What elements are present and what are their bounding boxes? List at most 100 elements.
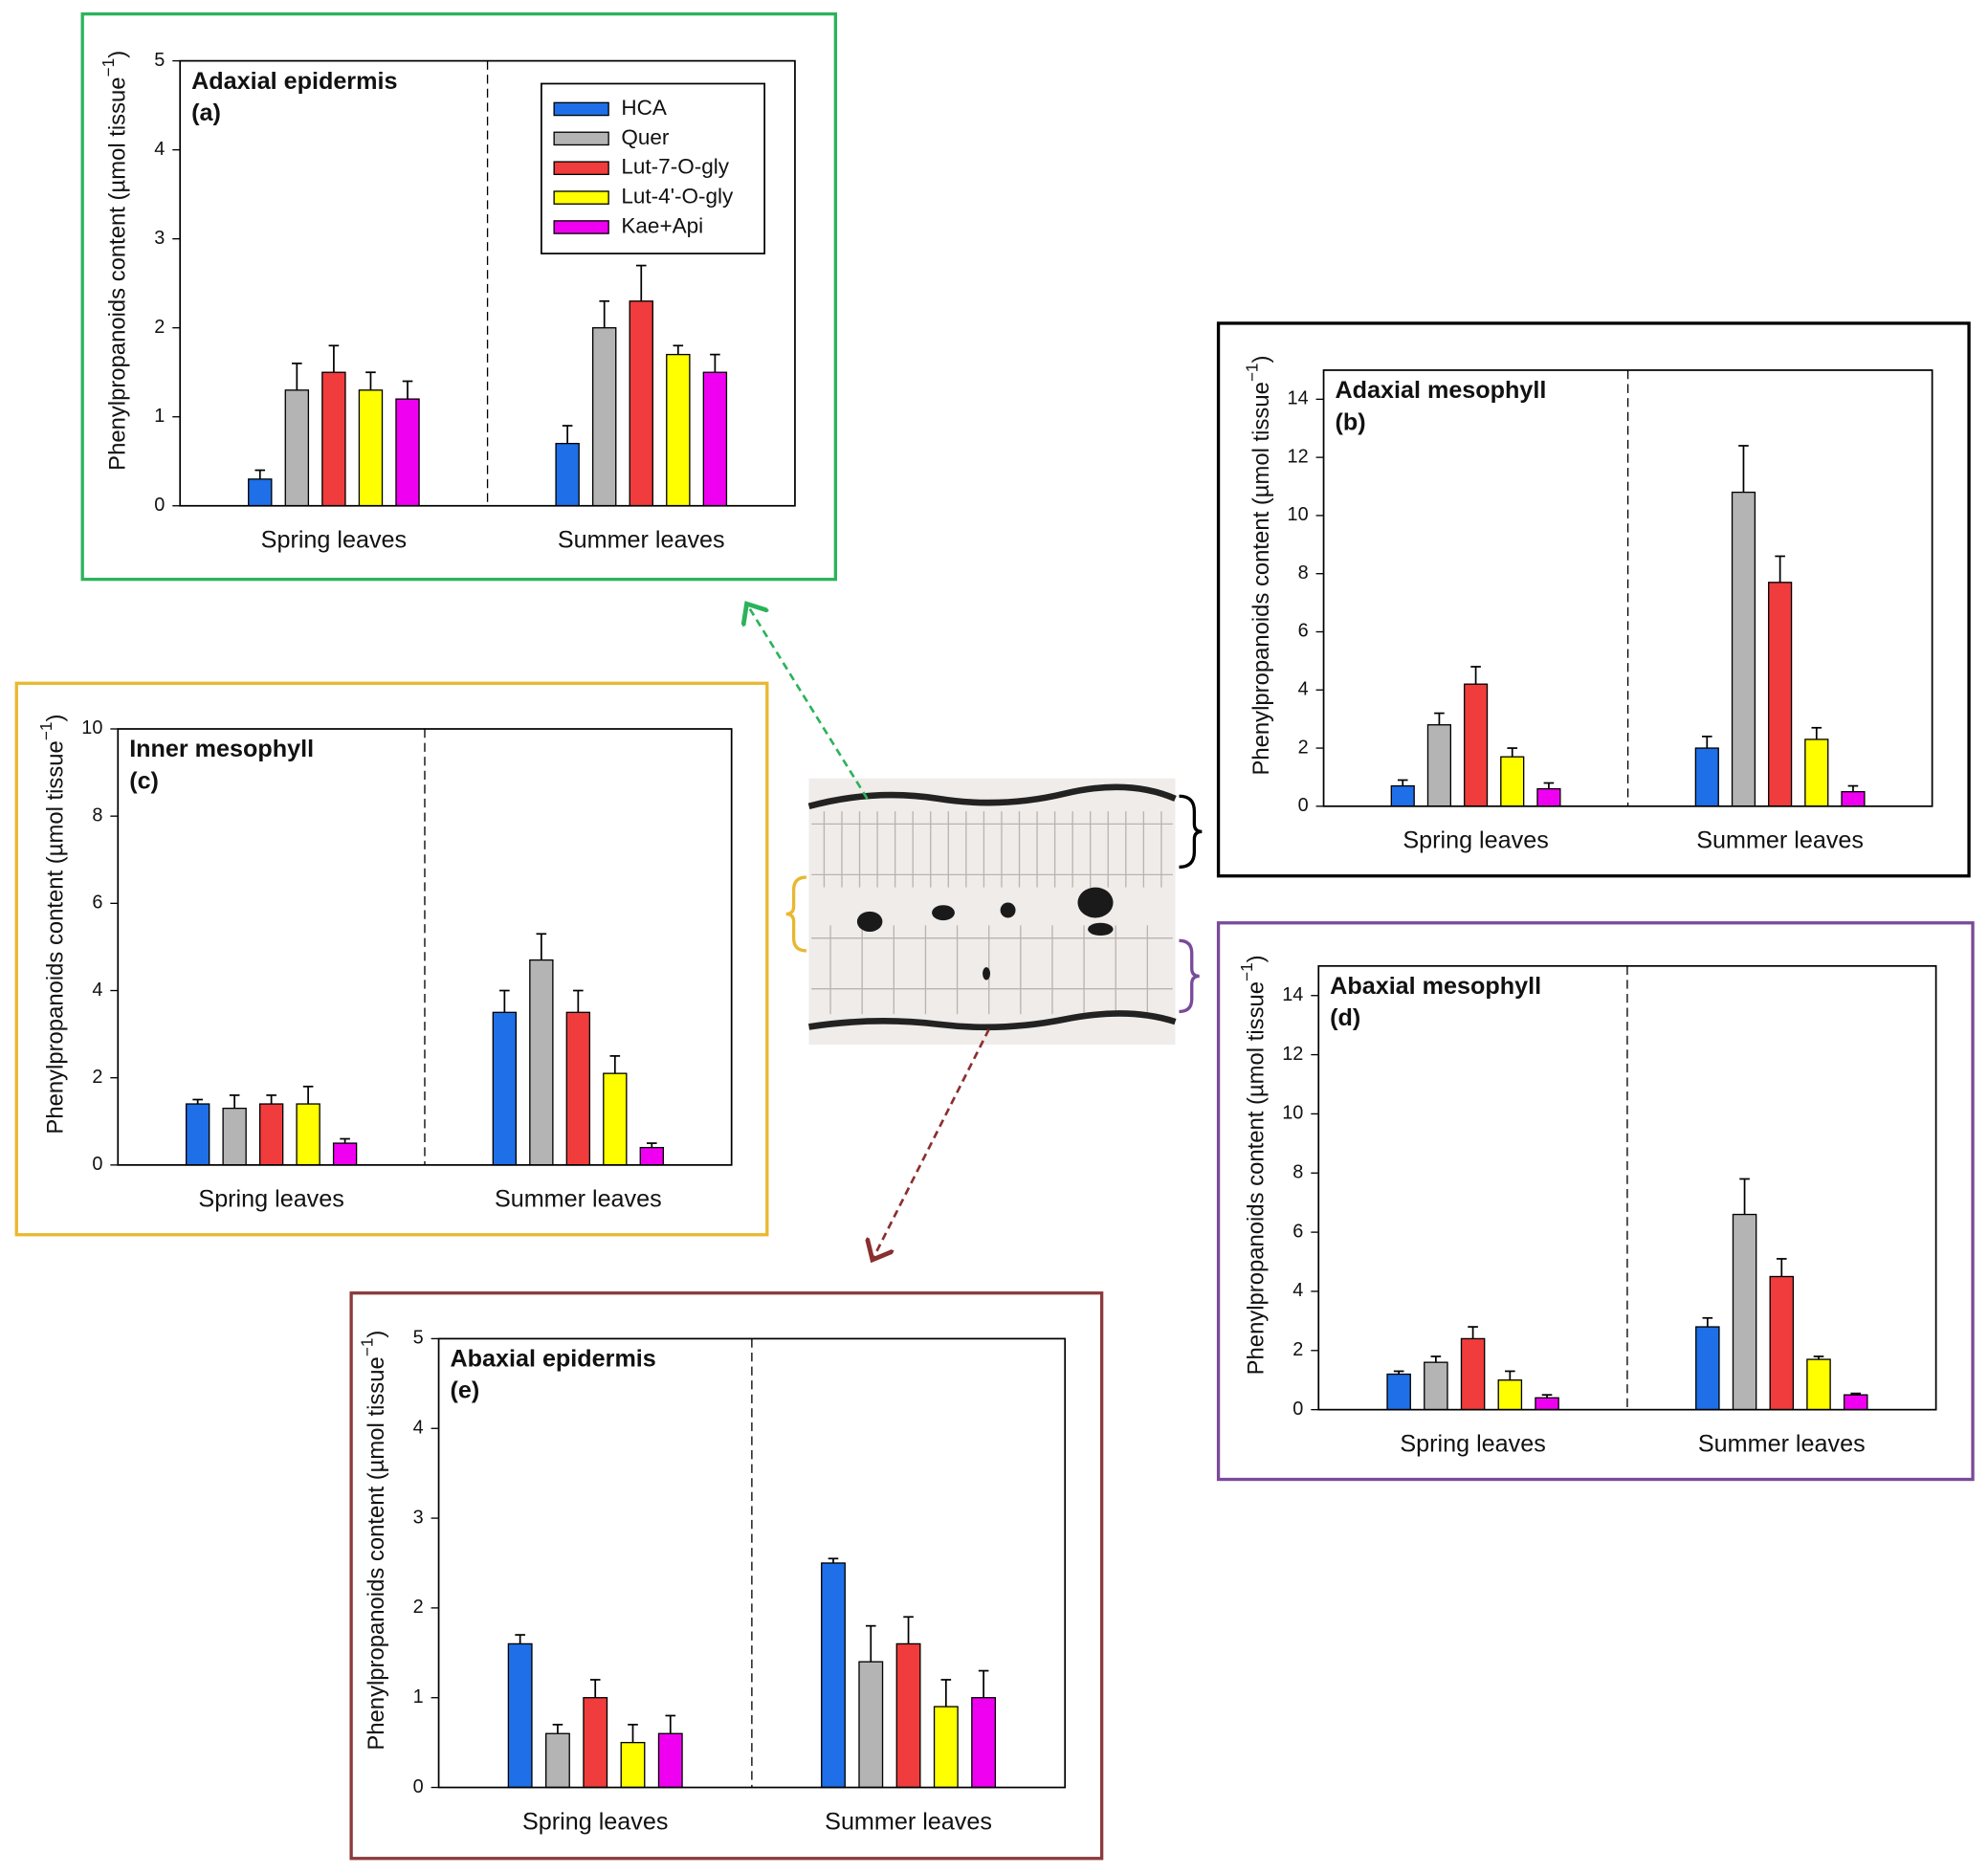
chart-panel: 0 1 2 3 4 5 Spring leaves Summer leaves Abaxial …	[349, 1291, 1104, 1861]
bar	[1535, 1397, 1559, 1411]
panel-border	[80, 11, 838, 582]
y-tick-label: 10	[81, 717, 102, 738]
bar	[620, 1741, 646, 1789]
bar	[284, 389, 310, 507]
panel-label: (b)	[1335, 408, 1365, 435]
y-axis-label-text: Phenylpropanoids content (µmol tissue	[43, 740, 69, 1134]
bar	[395, 398, 420, 507]
bar	[222, 1107, 247, 1166]
y-axis-label: Phenylpropanoids content (µmol tissue−1)	[357, 1331, 389, 1751]
legend-label: Lut-7-O-gly	[621, 155, 729, 179]
y-tick-label: 0	[154, 495, 165, 516]
y-axis-label-sup: −1	[357, 1338, 376, 1357]
bar	[1390, 784, 1415, 807]
y-axis-label-sup: −1	[1242, 364, 1261, 383]
legend-label: Quer	[621, 125, 670, 149]
bar	[529, 959, 554, 1166]
bar	[1386, 1373, 1411, 1411]
bracket	[1179, 938, 1200, 1014]
bar	[507, 1642, 533, 1789]
y-axis-label-close: )	[364, 1331, 389, 1338]
leaf-micrograph	[807, 778, 1177, 1045]
y-axis-label-close: )	[43, 715, 69, 722]
bar	[1426, 724, 1452, 807]
bar	[321, 371, 346, 507]
bar	[1804, 738, 1829, 807]
y-tick-label: 12	[1288, 446, 1309, 467]
y-tick-label: 2	[1298, 737, 1309, 758]
bar	[545, 1732, 570, 1789]
bar	[555, 442, 580, 507]
bar	[1768, 582, 1793, 807]
y-axis-label-close: )	[105, 51, 131, 58]
panel-border	[349, 1291, 1104, 1861]
y-tick-label: 6	[1292, 1221, 1303, 1242]
arrow	[873, 1028, 990, 1258]
y-tick-label: 8	[92, 804, 102, 826]
y-axis-label-close: )	[1244, 955, 1270, 962]
bar	[1695, 1326, 1720, 1411]
y-tick-label: 5	[154, 50, 165, 71]
y-tick-label: 12	[1282, 1044, 1303, 1065]
y-tick-label: 10	[1288, 504, 1309, 525]
legend-swatch	[553, 190, 609, 205]
x-tick-label: Spring leaves	[1403, 827, 1548, 854]
y-tick-label: 6	[92, 892, 102, 914]
chart-title: Abaxial mesophyll	[1330, 973, 1541, 1000]
bar	[971, 1697, 997, 1789]
bar	[1463, 683, 1489, 807]
legend-label: Kae+Api	[621, 213, 703, 237]
bar	[1731, 491, 1756, 807]
chart-panel: 0 2 4 6 8 10 Spring leaves Summer leaves Inner m…	[14, 681, 769, 1237]
y-tick-label: 2	[413, 1597, 424, 1618]
panel-border	[1216, 321, 1971, 878]
y-tick-label: 3	[413, 1507, 424, 1528]
x-tick-label: Summer leaves	[558, 527, 725, 554]
chart-title: Abaxial epidermis	[450, 1346, 655, 1373]
bar	[332, 1142, 358, 1166]
panel-label: (a)	[191, 99, 221, 126]
x-tick-label: Summer leaves	[825, 1808, 992, 1835]
y-tick-label: 3	[154, 228, 165, 249]
y-axis-label: Phenylpropanoids content (µmol tissue−1)	[36, 715, 69, 1135]
y-tick-label: 14	[1282, 984, 1303, 1005]
x-tick-label: Spring leaves	[1400, 1430, 1545, 1457]
y-tick-label: 4	[413, 1417, 424, 1438]
x-tick-label: Spring leaves	[198, 1186, 343, 1213]
y-axis-label: Phenylpropanoids content (µmol tissue−1)	[99, 51, 131, 471]
panel-label: (d)	[1330, 1004, 1360, 1031]
y-tick-label: 0	[1298, 795, 1309, 816]
x-tick-label: Summer leaves	[1698, 1430, 1866, 1457]
chart-title: Adaxial mesophyll	[1335, 377, 1546, 404]
y-tick-label: 4	[1298, 679, 1309, 700]
y-tick-label: 5	[413, 1328, 424, 1349]
y-tick-label: 1	[413, 1686, 424, 1708]
x-tick-label: Spring leaves	[261, 527, 407, 554]
y-axis-label-close: )	[1248, 356, 1274, 364]
chart-title: Adaxial epidermis	[191, 68, 397, 95]
panel-border	[14, 681, 769, 1237]
y-axis-label-text: Phenylpropanoids content (µmol tissue	[1244, 981, 1270, 1375]
bar	[358, 389, 384, 507]
bar	[1732, 1213, 1757, 1411]
y-tick-label: 8	[1298, 562, 1309, 584]
x-tick-label: Summer leaves	[1696, 827, 1864, 854]
bar	[603, 1072, 628, 1166]
y-tick-label: 0	[1292, 1399, 1303, 1420]
chart-panel: 0 2 4 6 8 10 12 14 Spring leaves Summer leaves Aba…	[1216, 921, 1975, 1482]
bar	[821, 1562, 846, 1789]
bar	[258, 1103, 284, 1166]
bar	[1694, 747, 1719, 807]
bar	[185, 1103, 210, 1166]
legend-label: HCA	[621, 96, 667, 120]
y-tick-label: 10	[1282, 1103, 1303, 1124]
panel-label: (e)	[450, 1377, 479, 1404]
bar	[1843, 1394, 1868, 1411]
x-tick-label: Summer leaves	[495, 1186, 662, 1213]
y-axis-label: Phenylpropanoids content (µmol tissue−1)	[1242, 356, 1274, 776]
bar	[296, 1103, 320, 1166]
y-axis-label-text: Phenylpropanoids content (µmol tissue	[364, 1356, 389, 1750]
chart-panel: 0 2 4 6 8 10 12 14 Spring leaves Summer leaves Ada…	[1216, 321, 1971, 878]
panel-label: (c)	[129, 767, 159, 794]
